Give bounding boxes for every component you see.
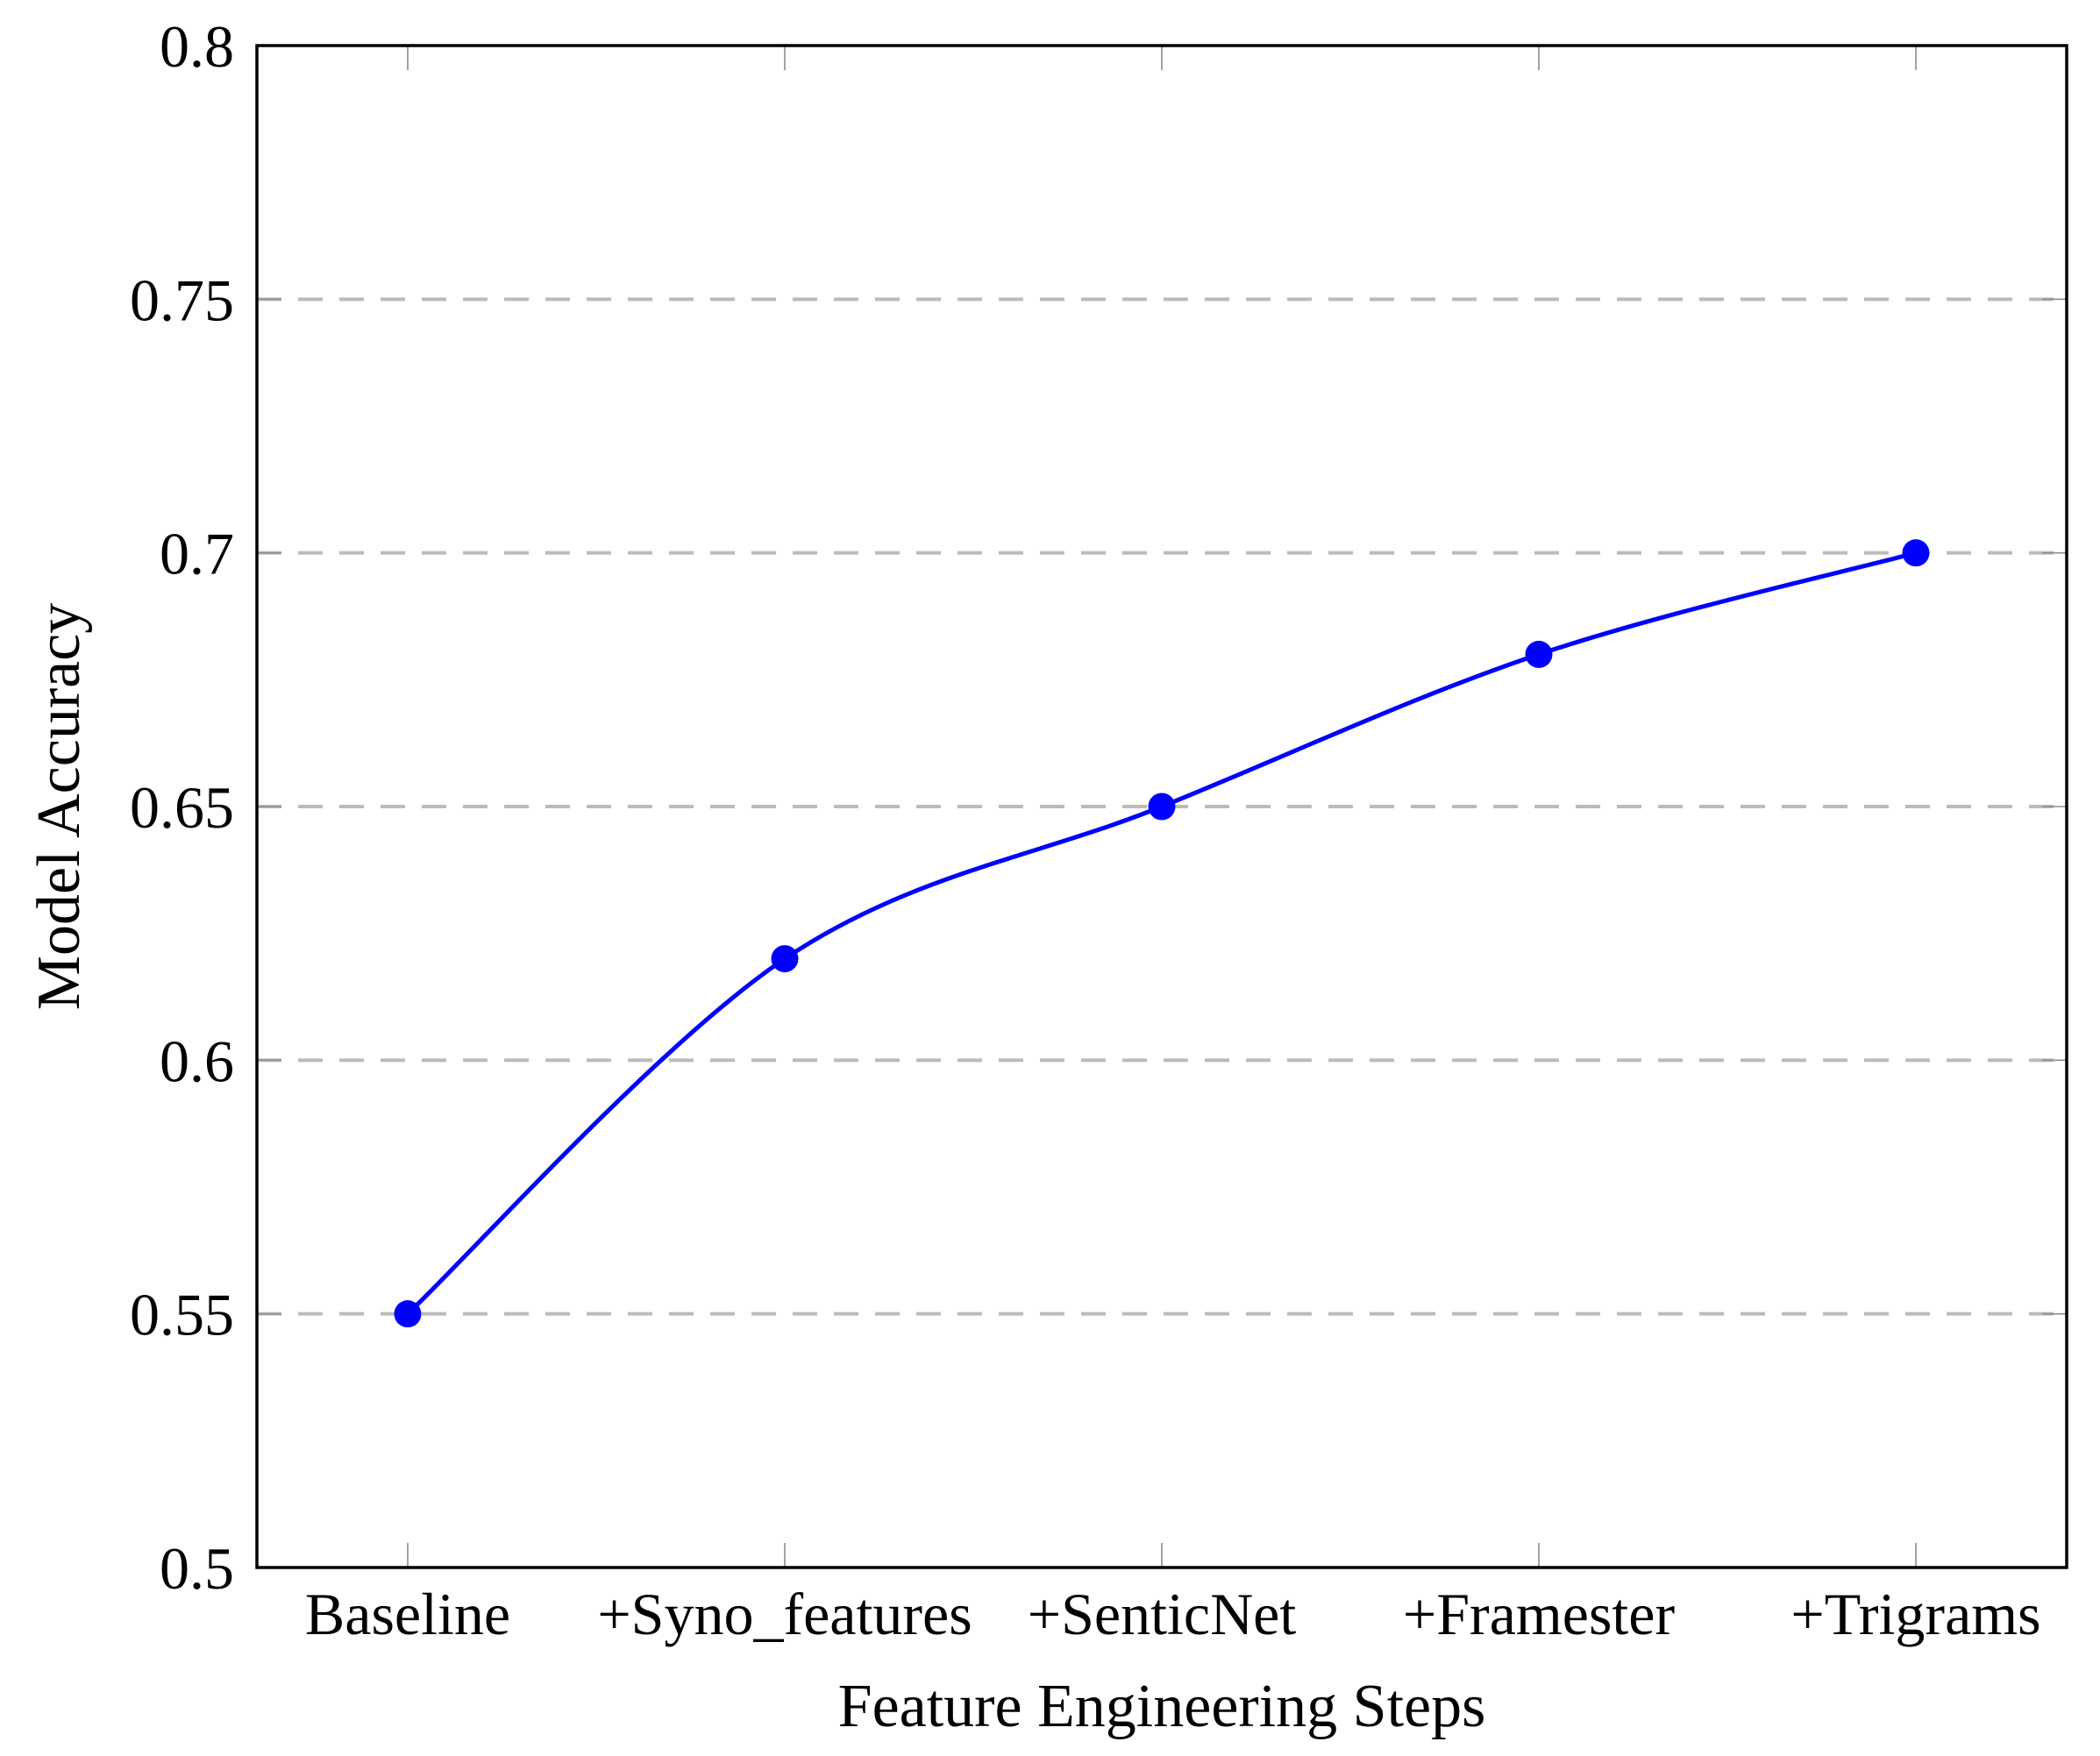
plot-border: [255, 44, 2068, 1569]
series-line: [405, 551, 1918, 1317]
x-tick-label: +Trigrams: [1790, 1581, 2040, 1647]
x-tick-label: Baseline: [305, 1581, 510, 1647]
y-axis-title: Model Accuracy: [25, 602, 93, 1011]
y-tick-label: 0.6: [160, 1027, 234, 1094]
data-point-marker: [1148, 793, 1176, 821]
y-tick-label: 0.55: [130, 1282, 234, 1348]
y-tick-label: 0.5: [160, 1535, 234, 1602]
y-tick-label: 0.65: [130, 774, 234, 841]
x-tick-label: +SenticNet: [1028, 1581, 1297, 1647]
y-tick-label: 0.75: [130, 267, 234, 333]
data-point-marker: [394, 1300, 422, 1328]
data-point-marker: [1525, 640, 1553, 668]
x-tick-label: +Framester: [1403, 1581, 1676, 1647]
x-axis-title: Feature Engineering Steps: [837, 1673, 1486, 1740]
y-tick-label: 0.8: [160, 13, 234, 80]
data-point-marker: [1902, 539, 1930, 567]
y-tick-label: 0.7: [160, 521, 234, 587]
x-tick-label: +Syno_features: [597, 1581, 972, 1647]
data-point-marker: [771, 945, 799, 973]
